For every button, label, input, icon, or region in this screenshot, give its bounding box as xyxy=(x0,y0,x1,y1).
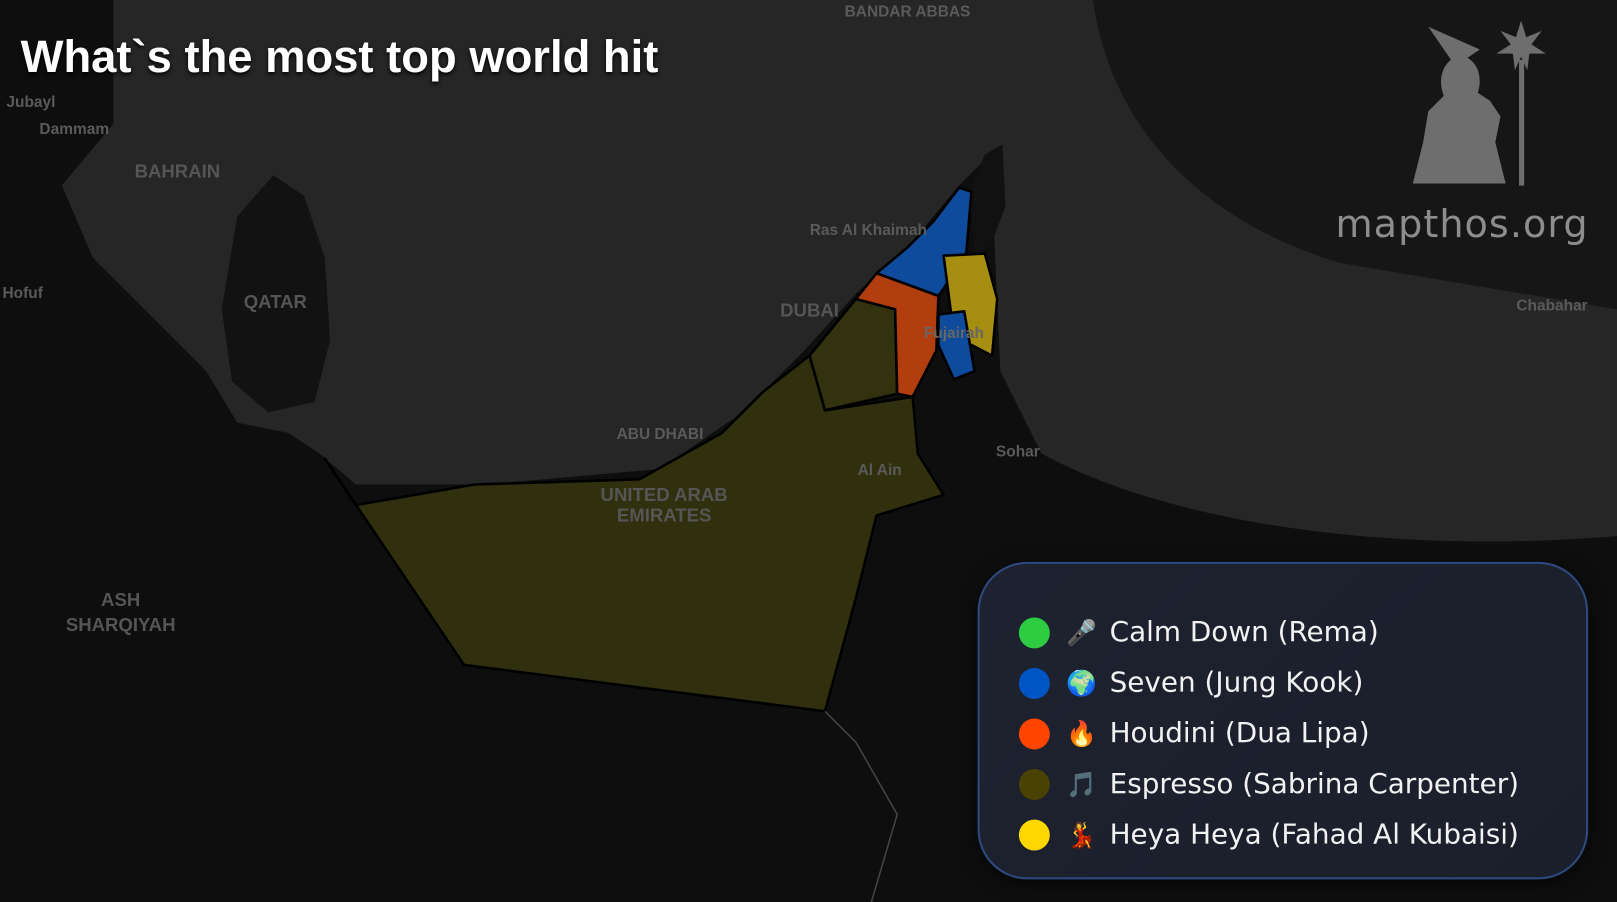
legend-label: Espresso (Sabrina Carpenter) xyxy=(1109,768,1520,800)
qatar-land xyxy=(221,175,330,413)
label-ash-sharqiyah-line1: ASH xyxy=(101,589,141,611)
label-uae-line1: UNITED ARAB xyxy=(600,484,728,506)
label-ash-sharqiyah-line2: SHARQIYAH xyxy=(65,614,176,636)
region-fujairah-south[interactable] xyxy=(937,310,976,381)
legend-swatch xyxy=(1018,768,1050,800)
label-abu-dhabi: ABU DHABI xyxy=(616,425,704,444)
dancer-icon: 💃 xyxy=(1066,820,1098,849)
label-uae-line2: EMIRATES xyxy=(616,505,712,526)
legend-item[interactable]: 💃 Heya Heya (Fahad Al Kubaisi) xyxy=(1018,809,1586,860)
label-sohar: Sohar xyxy=(995,443,1040,461)
fire-icon: 🔥 xyxy=(1066,719,1098,748)
uae-oman-border xyxy=(824,710,899,902)
label-hofuf: Hofuf xyxy=(2,284,43,303)
legend-swatch xyxy=(1018,819,1050,850)
legend-item[interactable]: 🎤 Calm Down (Rema) xyxy=(1018,607,1586,658)
legend-swatch xyxy=(1018,718,1050,749)
legend-label: Calm Down (Rema) xyxy=(1109,616,1379,649)
label-al-ain: Al Ain xyxy=(857,461,902,480)
label-chabahar: Chabahar xyxy=(1516,296,1588,315)
iran-land xyxy=(845,0,1617,310)
legend-label: Heya Heya (Fahad Al Kubaisi) xyxy=(1109,818,1519,851)
gulf-water xyxy=(61,0,1617,542)
brand-watermark: mapthos.org xyxy=(1335,202,1589,247)
label-jubayl: Jubayl xyxy=(6,93,56,112)
label-dammam: Dammam xyxy=(39,120,110,139)
legend-label: Seven (Jung Kook) xyxy=(1109,666,1364,699)
label-qatar: QATAR xyxy=(243,291,307,313)
region-abu-dhabi[interactable] xyxy=(323,354,945,713)
legend-swatch xyxy=(1018,616,1050,648)
legend: 🎤 Calm Down (Rema) 🌍 Seven (Jung Kook) 🔥 Houd… xyxy=(977,561,1589,880)
legend-item[interactable]: 🌍 Seven (Jung Kook) xyxy=(1018,658,1586,709)
microphone-icon: 🎤 xyxy=(1066,618,1098,647)
label-ras-al-khaimah: Ras Al Khaimah xyxy=(809,221,927,240)
page-title: What`s the most top world hit xyxy=(20,31,659,83)
label-bahrain: BAHRAIN xyxy=(134,160,221,182)
globe-icon: 🌍 xyxy=(1066,668,1098,698)
label-bandar-abbas: BANDAR ABBAS xyxy=(844,3,971,21)
legend-item[interactable]: 🎵 Espresso (Sabrina Carpenter) xyxy=(1018,759,1586,810)
label-fujairah: Fujairah xyxy=(923,324,984,343)
wizard-logo-icon xyxy=(1412,20,1546,186)
region-fujairah-north[interactable] xyxy=(942,252,999,357)
music-note-icon: 🎵 xyxy=(1066,769,1098,799)
legend-label: Houdini (Dua Lipa) xyxy=(1109,717,1370,750)
label-dubai: DUBAI xyxy=(780,299,839,321)
legend-item[interactable]: 🔥 Houdini (Dua Lipa) xyxy=(1018,708,1586,759)
legend-swatch xyxy=(1018,667,1050,699)
musandam xyxy=(969,144,1006,253)
